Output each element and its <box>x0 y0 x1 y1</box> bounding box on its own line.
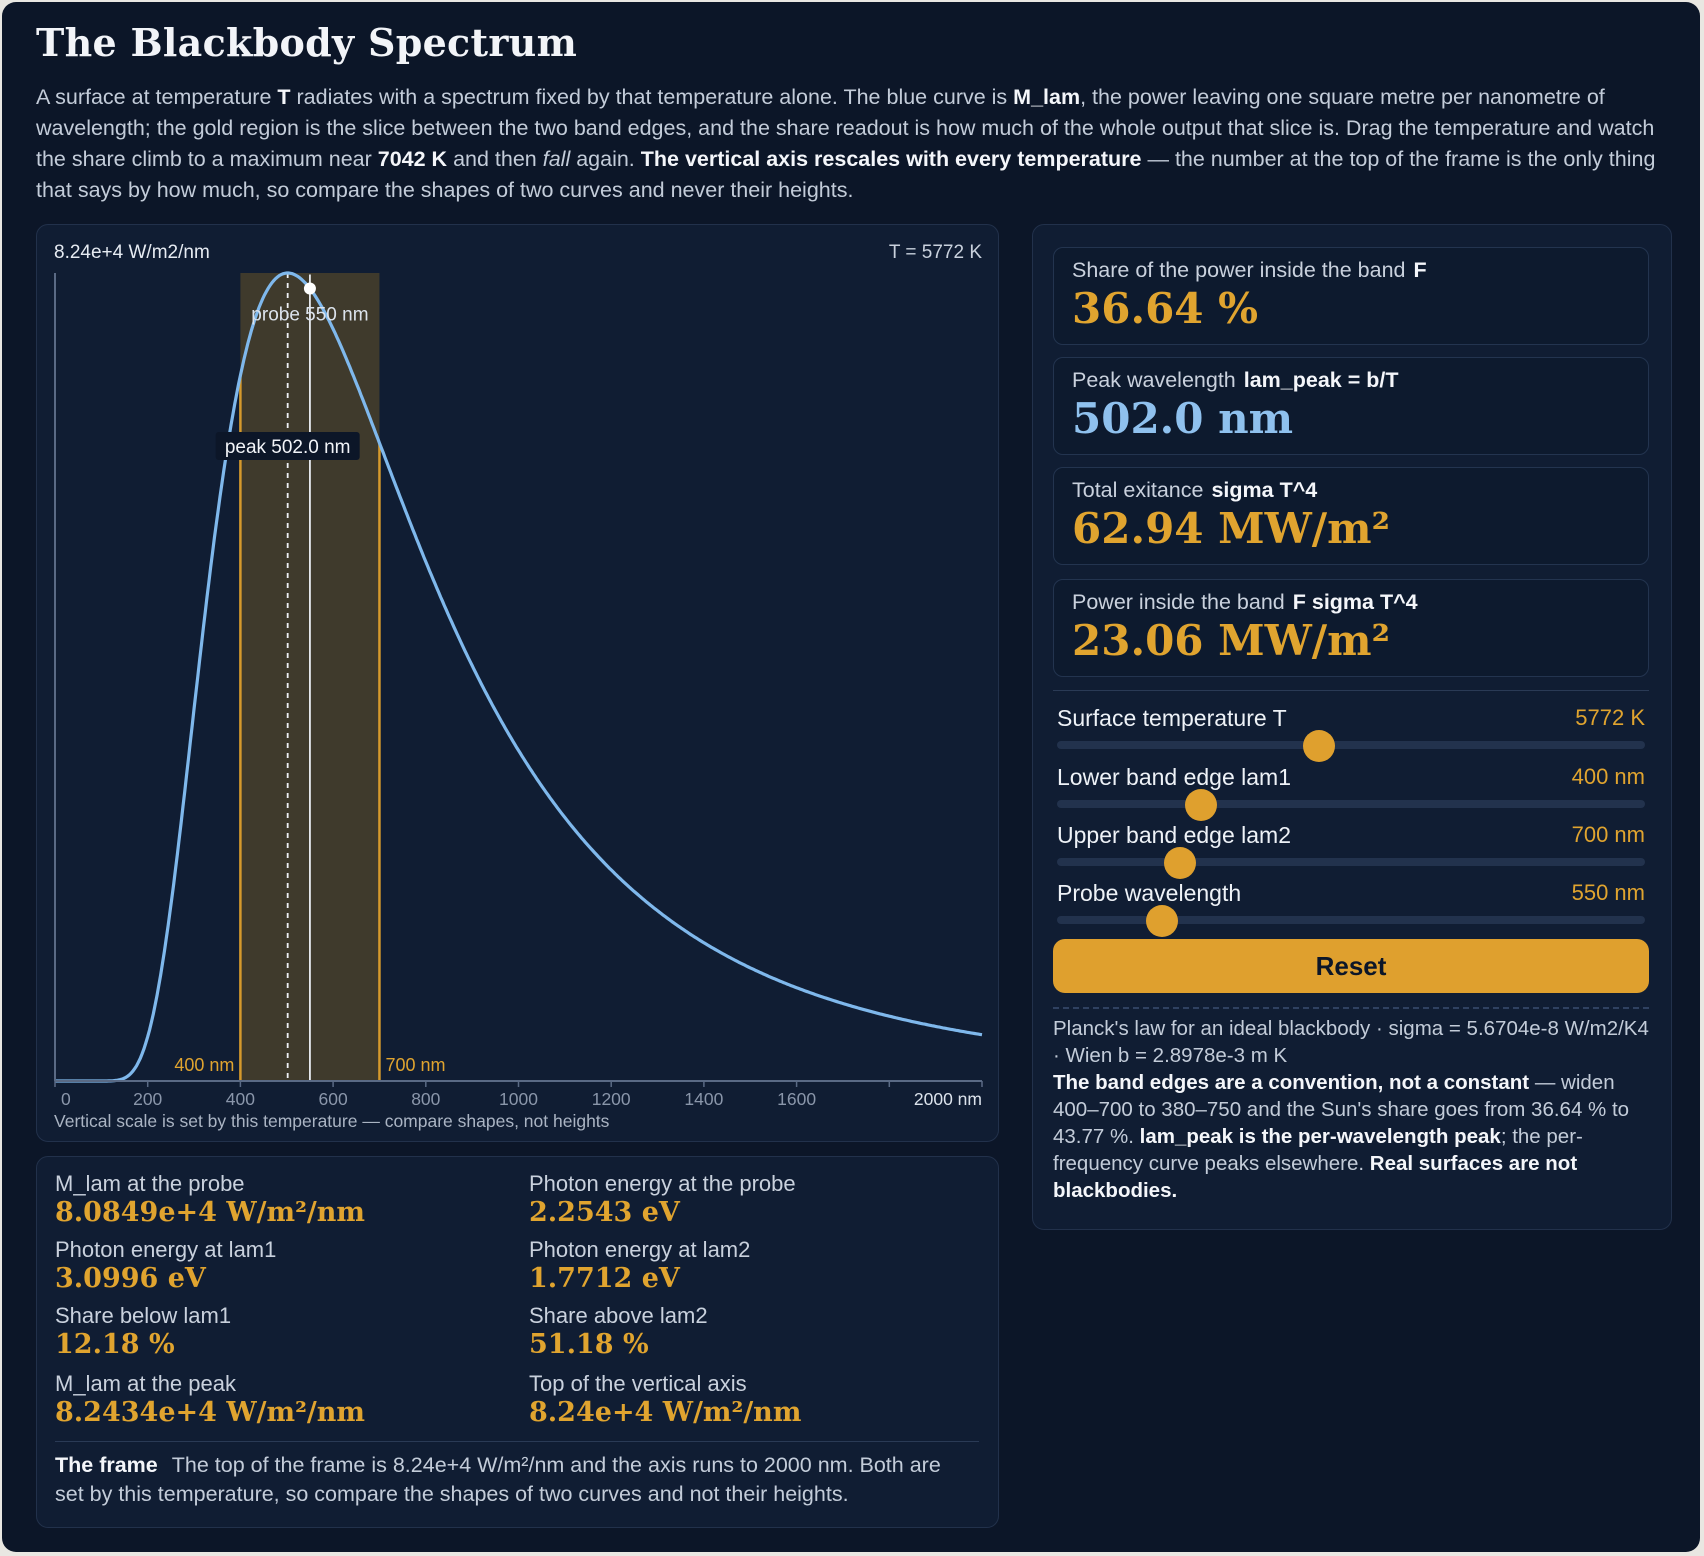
peak-label-background <box>215 432 360 460</box>
slider-knob[interactable] <box>1185 789 1218 821</box>
stat-peak-wavelength: Peak wavelength lam_peak = b/T 502.0 nm <box>1053 357 1649 455</box>
x-tick-label: 600 <box>318 1089 347 1109</box>
x-tick-label: 2000 nm <box>914 1089 982 1109</box>
spectrum-curve <box>55 271 983 1083</box>
slider-upper-band-edge[interactable]: Upper band edge lam2 700 nm <box>1057 822 1645 879</box>
probe-label: probe 550 nm <box>251 305 368 326</box>
stats-divider <box>1053 690 1649 691</box>
stat-total-exitance: Total exitance sigma T^4 62.94 MW/m² <box>1053 467 1649 565</box>
x-tick-label: 1400 <box>684 1089 723 1109</box>
slider-knob[interactable] <box>1145 905 1178 937</box>
reset-button[interactable]: Reset <box>1053 939 1649 993</box>
metric-peak-mlam: M_lam at the peak 8.2434e+4 W/m²/nm <box>55 1371 365 1428</box>
metric-probe-mlam: M_lam at the probe 8.0849e+4 W/m²/nm <box>55 1171 365 1228</box>
frame-note: The frame The top of the frame is 8.24e+4… <box>55 1453 941 1506</box>
band-upper-label: 700 nm <box>385 1055 445 1075</box>
band-lower-label: 400 nm <box>174 1055 234 1075</box>
peak-label: peak 502.0 nm <box>225 437 351 458</box>
y-axis-top-label: 8.24e+4 W/m2/nm <box>54 242 210 263</box>
temperature-label: T = 5772 K <box>889 242 982 263</box>
slider-track[interactable] <box>1057 858 1645 866</box>
spectrum-chart[interactable]: 8.24e+4 W/m2/nm T = 5772 K probe 550 nm … <box>37 225 997 1140</box>
spectrum-chart-panel: 8.24e+4 W/m2/nm T = 5772 K probe 550 nm … <box>36 224 999 1142</box>
metrics-panel: M_lam at the probe 8.0849e+4 W/m²/nm Pho… <box>36 1156 999 1528</box>
slider-temperature[interactable]: Surface temperature T 5772 K <box>1057 705 1645 762</box>
x-tick-label: 1000 <box>499 1089 538 1109</box>
slider-lower-band-edge[interactable]: Lower band edge lam1 400 nm <box>1057 764 1645 821</box>
metric-share-below: Share below lam1 12.18 % <box>55 1303 232 1360</box>
slider-track[interactable] <box>1057 741 1645 749</box>
controls-panel: Share of the power inside the band F 36.6… <box>1032 224 1672 1230</box>
x-tick-label: 0 <box>61 1089 71 1109</box>
slider-knob[interactable] <box>1164 847 1197 879</box>
x-axis-ticks: 0 200 400 600 800 1000 1200 1400 1600 2000 nm <box>54 1081 983 1109</box>
slider-knob[interactable] <box>1302 730 1335 762</box>
metric-share-above: Share above lam2 51.18 % <box>529 1303 708 1360</box>
slider-track[interactable] <box>1057 800 1645 808</box>
intro-text: A surface at temperature T radiates with… <box>36 85 1656 202</box>
x-tick-label: 400 <box>226 1089 255 1109</box>
x-tick-label: 1600 <box>777 1089 816 1109</box>
x-tick-label: 200 <box>133 1089 162 1109</box>
slider-probe-wavelength[interactable]: Probe wavelength 550 nm <box>1057 880 1645 937</box>
metrics-divider <box>55 1441 979 1442</box>
chart-caption: Vertical scale is set by this temperatur… <box>54 1111 610 1131</box>
page-title: The Blackbody Spectrum <box>36 20 578 65</box>
metric-axis-top: Top of the vertical axis 8.24e+4 W/m²/nm <box>529 1371 802 1428</box>
metric-lam2-photon-energy: Photon energy at lam2 1.7712 eV <box>529 1237 751 1294</box>
stat-band-power: Power inside the band F sigma T^4 23.06 M… <box>1053 579 1649 677</box>
footer-divider <box>1053 1007 1649 1009</box>
x-tick-label: 1200 <box>592 1089 631 1109</box>
metric-lam1-photon-energy: Photon energy at lam1 3.0996 eV <box>55 1237 277 1294</box>
slider-track[interactable] <box>1057 916 1645 924</box>
footer-notes: Planck's law for an ideal blackbody · si… <box>1053 1017 1649 1202</box>
probe-point[interactable] <box>303 282 316 295</box>
x-tick-label: 800 <box>411 1089 440 1109</box>
stat-band-share: Share of the power inside the band F 36.6… <box>1053 247 1649 345</box>
metric-probe-photon-energy: Photon energy at the probe 2.2543 eV <box>529 1171 796 1228</box>
